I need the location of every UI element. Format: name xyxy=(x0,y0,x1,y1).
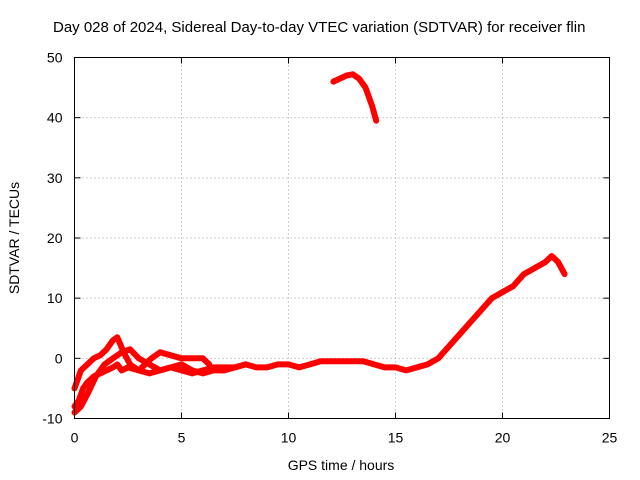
x-tick-label: 15 xyxy=(388,430,404,446)
x-axis-label: GPS time / hours xyxy=(288,457,395,473)
chart-title: Day 028 of 2024, Sidereal Day-to-day VTE… xyxy=(53,19,585,36)
series-line-track-3 xyxy=(71,346,249,416)
x-tick-label: 10 xyxy=(281,430,297,446)
y-tick-label: 10 xyxy=(47,290,63,306)
series-line-track-4 xyxy=(330,71,380,124)
y-tick-label: 40 xyxy=(47,110,63,126)
x-tick-label: 5 xyxy=(178,430,186,446)
y-tick-label: 30 xyxy=(47,170,63,186)
y-tick-label: 0 xyxy=(55,350,63,366)
series-line-track-1 xyxy=(71,253,568,410)
plot-frame xyxy=(74,57,610,419)
y-tick-label: -10 xyxy=(42,411,62,427)
y-tick-label: 50 xyxy=(47,50,63,66)
x-tick-label: 20 xyxy=(495,430,511,446)
y-tick-label: 20 xyxy=(47,230,63,246)
series-line-track-2 xyxy=(71,334,213,392)
axis-ticks: 0 5 10 15 20 25 -10 0 10 20 30 40 50 xyxy=(42,50,617,446)
x-tick-label: 25 xyxy=(602,430,618,446)
x-tick-label: 0 xyxy=(71,430,79,446)
series-group xyxy=(71,71,568,416)
y-axis-label: SDTVAR / TECUs xyxy=(6,182,22,294)
